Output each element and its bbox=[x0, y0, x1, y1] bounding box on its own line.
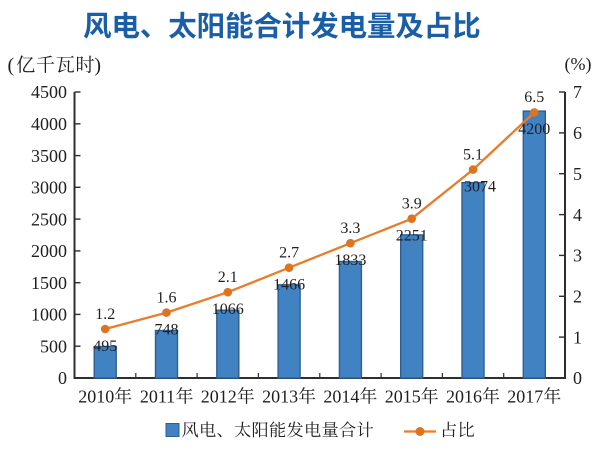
svg-text:1: 1 bbox=[573, 327, 582, 347]
svg-text:1.2: 1.2 bbox=[95, 306, 115, 323]
svg-text:748: 748 bbox=[155, 321, 179, 338]
svg-text:3: 3 bbox=[573, 246, 582, 266]
svg-text:3074: 3074 bbox=[464, 178, 496, 195]
svg-text:1466: 1466 bbox=[273, 277, 305, 294]
svg-text:2017: 2017 bbox=[507, 387, 543, 407]
svg-text:1000: 1000 bbox=[31, 305, 67, 325]
svg-text:2013: 2013 bbox=[262, 387, 298, 407]
svg-text:7: 7 bbox=[573, 82, 582, 102]
svg-text:3.3: 3.3 bbox=[340, 220, 360, 237]
svg-text:(%): (%) bbox=[565, 54, 592, 75]
svg-text:1500: 1500 bbox=[31, 273, 67, 293]
svg-text:5.1: 5.1 bbox=[463, 146, 483, 163]
svg-text:3500: 3500 bbox=[31, 146, 67, 166]
svg-text:5: 5 bbox=[573, 164, 582, 184]
svg-text:(: ( bbox=[8, 55, 15, 77]
svg-text:500: 500 bbox=[40, 336, 67, 356]
svg-text:2500: 2500 bbox=[31, 209, 67, 229]
svg-text:2015: 2015 bbox=[385, 387, 421, 407]
svg-text:4: 4 bbox=[573, 205, 582, 225]
svg-text:): ) bbox=[94, 55, 101, 77]
svg-text:3.9: 3.9 bbox=[402, 196, 422, 213]
svg-text:2016: 2016 bbox=[446, 387, 482, 407]
svg-text:2.1: 2.1 bbox=[218, 269, 238, 286]
svg-text:3000: 3000 bbox=[31, 178, 67, 198]
svg-text:6: 6 bbox=[573, 123, 582, 143]
svg-text:1.6: 1.6 bbox=[157, 289, 177, 306]
svg-text:2010: 2010 bbox=[78, 387, 114, 407]
svg-text:2.7: 2.7 bbox=[279, 245, 299, 262]
svg-text:0: 0 bbox=[58, 368, 67, 388]
svg-text:2000: 2000 bbox=[31, 241, 67, 261]
svg-text:2251: 2251 bbox=[396, 228, 428, 245]
svg-text:4500: 4500 bbox=[31, 82, 67, 102]
svg-text:1066: 1066 bbox=[212, 301, 244, 318]
svg-text:2014: 2014 bbox=[323, 387, 359, 407]
svg-text:495: 495 bbox=[93, 338, 117, 355]
svg-text:4200: 4200 bbox=[518, 121, 550, 138]
svg-text:0: 0 bbox=[573, 368, 582, 388]
svg-text:2011: 2011 bbox=[140, 387, 175, 407]
svg-text:4000: 4000 bbox=[31, 114, 67, 134]
svg-text:2: 2 bbox=[573, 287, 582, 307]
svg-text:1833: 1833 bbox=[334, 252, 366, 269]
svg-text:6.5: 6.5 bbox=[524, 89, 544, 106]
svg-text:2012: 2012 bbox=[201, 387, 237, 407]
